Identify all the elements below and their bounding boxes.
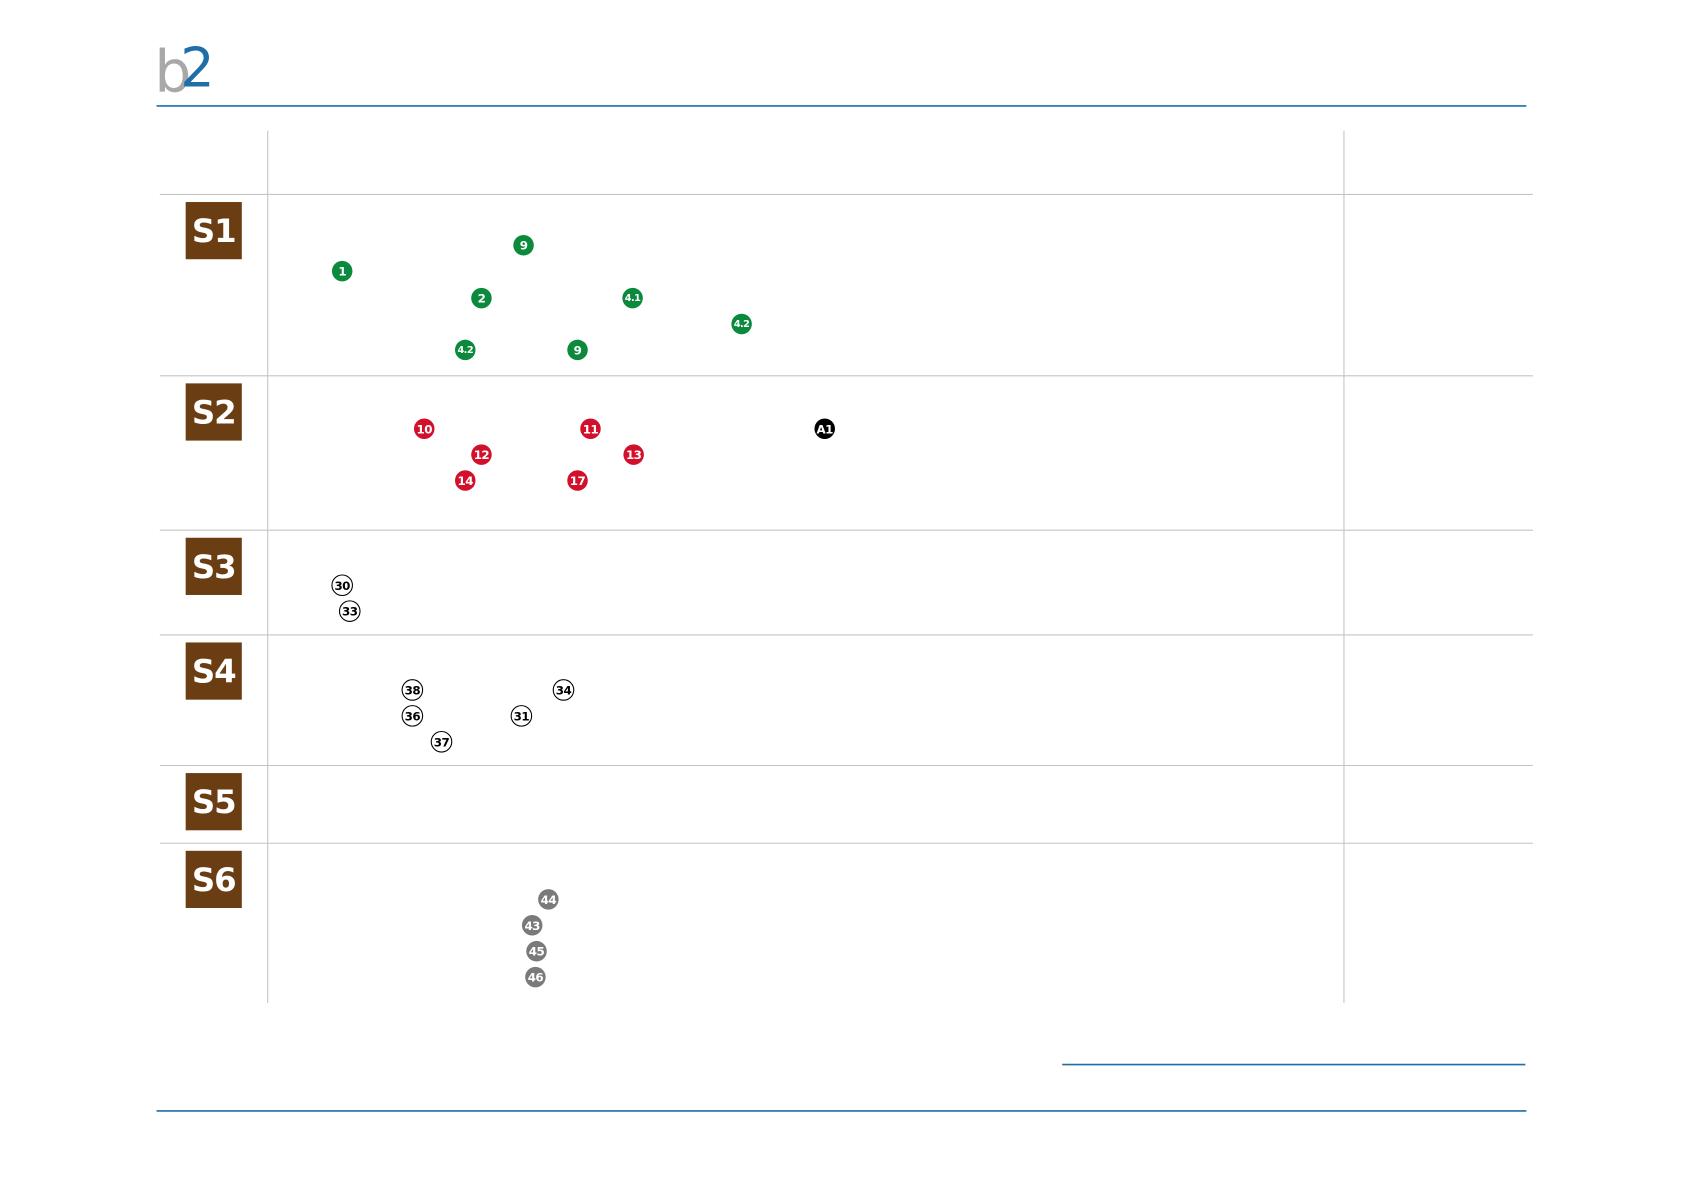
row-label: S3 [192, 548, 236, 586]
row-label-box [185, 773, 242, 831]
badge [525, 966, 546, 988]
row-label: S5 [192, 783, 236, 821]
badge-text: 4.2 [457, 345, 473, 356]
row-label-box [185, 383, 242, 441]
badge-text: 34 [556, 683, 572, 697]
badge-text: 31 [514, 709, 530, 723]
badge [567, 339, 588, 361]
badge-text: 36 [405, 709, 421, 723]
badge-text: 45 [529, 945, 545, 959]
badge-text: 44 [541, 893, 557, 907]
badge-text: 33 [342, 605, 358, 619]
badge [430, 730, 453, 753]
row-label-box [185, 850, 242, 909]
row-label: S4 [192, 653, 236, 691]
badge [413, 418, 435, 439]
row-label-box [185, 642, 242, 700]
badge [455, 470, 476, 491]
badge [331, 574, 353, 597]
row-label: S6 [192, 861, 236, 899]
badge-text: A1 [817, 422, 834, 436]
badge-text: 12 [474, 448, 490, 462]
badge-text: 4.1 [625, 293, 641, 304]
badge-text: 43 [524, 919, 540, 933]
badge-text: 30 [334, 579, 350, 593]
logo-2: 2 [180, 37, 214, 100]
badge-text: 38 [405, 683, 421, 697]
badge [622, 287, 643, 309]
badge [471, 444, 492, 465]
badge [521, 915, 543, 936]
badge [455, 339, 476, 361]
badge-text: 9 [520, 239, 528, 253]
badge-text: 13 [626, 448, 642, 462]
badge [526, 940, 547, 962]
badge-text: 11 [583, 422, 599, 436]
badge [471, 287, 492, 309]
badge [401, 705, 424, 727]
badge-text: 37 [434, 735, 450, 749]
badge [401, 679, 424, 701]
badge [338, 600, 361, 622]
badge [331, 260, 353, 282]
badge [510, 705, 533, 727]
badge [552, 679, 575, 701]
badge-text: 9 [574, 343, 582, 357]
badge-text: 4.2 [734, 319, 750, 330]
row-label: S2 [192, 394, 236, 432]
badge [538, 889, 559, 910]
badge [623, 444, 644, 465]
badge-text: 17 [570, 474, 586, 488]
badge-text: 10 [417, 422, 433, 436]
badge [513, 234, 534, 256]
badge-text: 14 [458, 474, 474, 488]
logo-b: b [154, 37, 191, 105]
row-label-box [185, 537, 242, 595]
badge-text: 1 [338, 265, 346, 279]
row-label-box [185, 202, 242, 260]
badge-text: 46 [528, 971, 544, 985]
badge [567, 470, 588, 491]
badge [580, 418, 601, 439]
badge-text: 2 [478, 292, 486, 306]
badge [731, 313, 752, 335]
row-label: S1 [192, 212, 236, 250]
badge [814, 418, 835, 439]
